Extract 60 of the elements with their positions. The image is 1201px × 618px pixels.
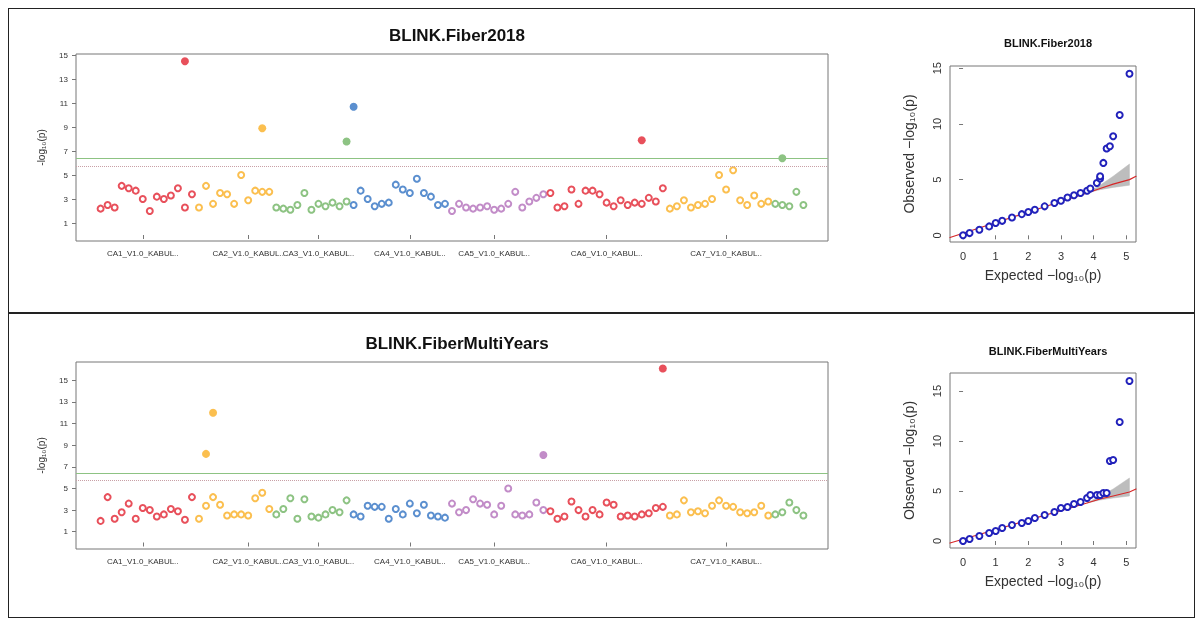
y-tick-label: 11 xyxy=(59,419,69,429)
y-tick-label: 5 xyxy=(930,176,943,183)
y-tick-label: 7 xyxy=(63,462,69,472)
x-tick-label: 0 xyxy=(959,555,967,568)
y-tick-label: 15 xyxy=(59,375,69,385)
x-tick-label: 4 xyxy=(1090,249,1097,262)
x-axis-title: Expected −log₁₀(p) xyxy=(984,573,1102,589)
y-tick-label: 3 xyxy=(63,194,69,204)
y-tick-label: 0 xyxy=(930,537,943,545)
y-axis-title: -log₁₀(p) xyxy=(35,129,47,166)
chart-title: BLINK.FiberMultiYears xyxy=(988,344,1108,357)
x-tick-label: 1 xyxy=(992,249,999,262)
y-tick-label: 13 xyxy=(59,74,69,84)
x-tick-label: 2 xyxy=(1025,555,1032,568)
x-tick-label: CA5_V1.0_KABUL.. xyxy=(458,556,530,566)
chart-title: BLINK.FiberMultiYears xyxy=(365,334,549,353)
x-axis-title: Expected −log₁₀(p) xyxy=(984,267,1102,283)
x-tick-label: CA4_V1.0_KABUL.. xyxy=(374,248,446,258)
y-tick-label: 5 xyxy=(63,170,69,180)
x-tick-label: CA6_V1.0_KABUL.. xyxy=(570,248,643,258)
y-axis-title: Observed −log₁₀(p) xyxy=(901,400,917,521)
y-tick-label: 1 xyxy=(63,218,69,228)
chart-title: BLINK.Fiber2018 xyxy=(1003,36,1093,49)
x-tick-label: 1 xyxy=(992,555,999,568)
x-tick-label: 3 xyxy=(1057,249,1065,262)
x-tick-label: CA2_V1.0_KABUL.. xyxy=(212,248,284,258)
x-tick-label: CA7_V1.0_KABUL.. xyxy=(690,248,762,258)
x-tick-label: 4 xyxy=(1090,555,1097,568)
x-tick-label: CA4_V1.0_KABUL.. xyxy=(374,556,446,566)
y-tick-label: 15 xyxy=(930,384,943,398)
y-tick-label: 15 xyxy=(59,50,69,60)
x-tick-label: CA6_V1.0_KABUL.. xyxy=(570,556,643,566)
y-tick-label: 15 xyxy=(930,62,943,75)
y-tick-label: 10 xyxy=(930,117,943,131)
y-tick-label: 9 xyxy=(63,440,69,450)
y-tick-label: 1 xyxy=(63,527,69,537)
y-tick-label: 0 xyxy=(930,232,943,239)
chart-title: BLINK.Fiber2018 xyxy=(388,26,526,45)
x-tick-label: CA2_V1.0_KABUL.. xyxy=(212,556,284,566)
y-axis-title: Observed −log₁₀(p) xyxy=(901,94,917,214)
y-tick-label: 9 xyxy=(63,122,69,132)
y-tick-label: 7 xyxy=(63,146,69,156)
x-tick-label: CA3_V1.0_KABUL.. xyxy=(282,248,355,258)
y-tick-label: 10 xyxy=(930,434,943,448)
x-tick-label: CA7_V1.0_KABUL.. xyxy=(690,556,762,566)
x-tick-label: 2 xyxy=(1025,249,1032,262)
y-tick-label: 5 xyxy=(63,483,69,493)
y-tick-label: 5 xyxy=(930,487,943,495)
x-tick-label: 0 xyxy=(959,249,967,262)
x-tick-label: 3 xyxy=(1057,555,1065,568)
x-tick-label: CA1_V1.0_KABUL.. xyxy=(106,556,179,566)
x-tick-label: CA1_V1.0_KABUL.. xyxy=(106,248,179,258)
y-tick-label: 11 xyxy=(59,98,69,108)
y-tick-label: 3 xyxy=(63,505,69,515)
x-tick-label: 5 xyxy=(1123,249,1130,262)
x-tick-label: CA3_V1.0_KABUL.. xyxy=(282,556,355,566)
x-tick-label: 5 xyxy=(1123,555,1130,568)
y-axis-title: -log₁₀(p) xyxy=(35,437,47,474)
x-tick-label: CA5_V1.0_KABUL.. xyxy=(458,248,530,258)
y-tick-label: 13 xyxy=(59,397,69,407)
